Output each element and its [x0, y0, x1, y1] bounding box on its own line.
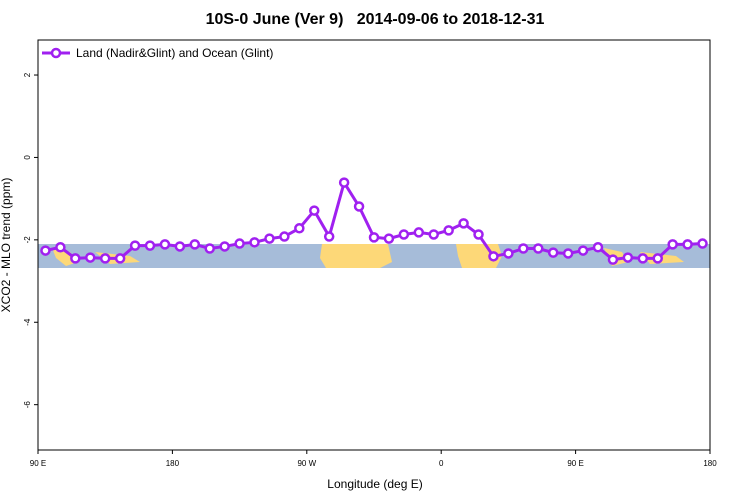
point: [458, 218, 469, 229]
point: [518, 243, 529, 254]
point: [488, 251, 499, 262]
point: [682, 239, 693, 250]
point: [40, 245, 51, 256]
plot-frame: [37, 39, 711, 451]
point: [129, 240, 141, 251]
x-axis-label: Longitude (deg E): [327, 477, 422, 491]
point: [114, 253, 126, 264]
point: [383, 233, 395, 244]
point: [219, 241, 230, 252]
x-tick-label: 90 W: [297, 459, 316, 468]
point: [652, 253, 663, 264]
x-tick-label: 180: [166, 459, 180, 468]
point: [279, 231, 290, 242]
chart-title: 10S-0 June (Ver 9) 2014-09-06 to 2018-12…: [206, 11, 545, 28]
point: [55, 242, 66, 253]
x-tick-label: 90 E: [30, 459, 46, 468]
point: [204, 243, 215, 254]
y-tick-label: -4: [23, 318, 32, 326]
point: [70, 253, 81, 264]
point: [174, 241, 186, 252]
x-tick-label: 180: [703, 459, 717, 468]
y-tick-label: 2: [23, 72, 32, 77]
point: [368, 232, 380, 243]
point: [547, 247, 559, 258]
x-tick-label: 0: [439, 459, 444, 468]
point: [338, 177, 350, 188]
point: [577, 245, 589, 256]
point: [637, 253, 649, 264]
point: [398, 229, 410, 240]
point: [249, 237, 260, 248]
point: [697, 238, 708, 249]
point: [533, 243, 544, 254]
point: [144, 240, 156, 251]
point: [428, 229, 439, 240]
point: [85, 252, 96, 263]
legend-marker: [50, 47, 62, 59]
point: [443, 225, 454, 236]
point: [189, 239, 201, 250]
point: [99, 253, 111, 264]
point: [159, 239, 171, 250]
point: [592, 242, 604, 253]
point: [473, 229, 484, 240]
point: [413, 227, 425, 238]
point: [562, 248, 574, 259]
point: [622, 252, 634, 263]
point: [294, 223, 305, 234]
point: [353, 201, 365, 212]
point: [234, 238, 245, 249]
y-tick-label: 0: [23, 155, 32, 160]
point: [607, 254, 619, 265]
point: [264, 233, 275, 244]
point: [323, 231, 335, 242]
point: [503, 248, 514, 259]
point: [667, 239, 678, 250]
legend-label: Land (Nadir&Glint) and Ocean (Glint): [76, 46, 273, 60]
point: [309, 205, 320, 216]
x-tick-label: 90 E: [567, 459, 583, 468]
y-tick-label: -2: [23, 236, 32, 244]
y-axis-label: XCO2 - MLO trend (ppm): [0, 178, 13, 313]
y-tick-label: -6: [23, 401, 32, 409]
